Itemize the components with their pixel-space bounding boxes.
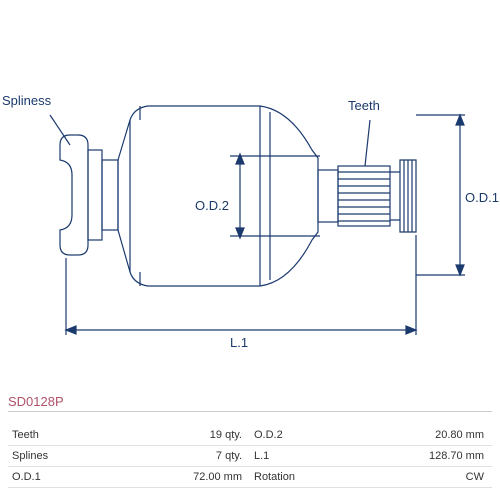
spec-value: 128.70 mm (340, 450, 492, 462)
spec-row: Splines 7 qty. L.1 128.70 mm (8, 446, 492, 467)
spec-value: CW (340, 471, 492, 483)
spec-label: L.1 (250, 450, 340, 462)
spec-label: Rotation (250, 471, 340, 483)
part-number: SD0128P (8, 394, 492, 412)
spec-label: O.D.1 (8, 471, 98, 483)
spec-label: O.D.2 (250, 429, 340, 441)
spec-value: 72.00 mm (98, 471, 250, 483)
od1-label: O.D.1 (465, 190, 499, 205)
spec-row: Teeth 19 qty. O.D.2 20.80 mm (8, 425, 492, 446)
spec-value: 19 qty. (98, 429, 250, 441)
l1-label: L.1 (230, 335, 248, 350)
technical-drawing: Spliness Teeth O.D.2 O.D.1 L.1 (0, 0, 500, 380)
spec-table: Teeth 19 qty. O.D.2 20.80 mm Splines 7 q… (8, 425, 492, 488)
drawing-svg (0, 0, 500, 380)
spec-value: 20.80 mm (340, 429, 492, 441)
spliness-label: Spliness (2, 93, 51, 108)
teeth-label: Teeth (348, 98, 380, 113)
od2-label: O.D.2 (195, 198, 229, 213)
spec-row: O.D.1 72.00 mm Rotation CW (8, 467, 492, 488)
spec-label: Teeth (8, 429, 98, 441)
spec-value: 7 qty. (98, 450, 250, 462)
spec-label: Splines (8, 450, 98, 462)
